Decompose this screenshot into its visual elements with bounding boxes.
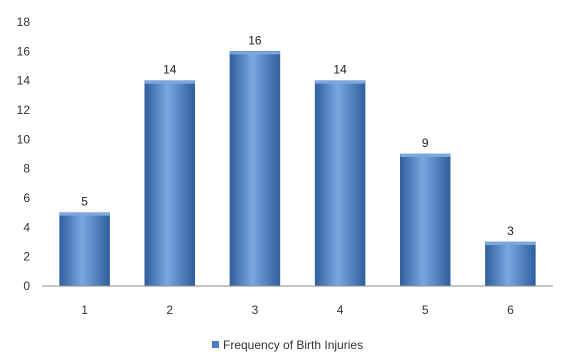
y-tick-label: 6 [23, 191, 30, 205]
bar-cap-1 [59, 212, 110, 216]
bar-2 [144, 80, 195, 287]
data-label-2: 14 [163, 63, 177, 77]
data-label-4: 14 [333, 63, 347, 77]
y-tick-label: 18 [17, 15, 31, 29]
bar-cap-4 [315, 80, 366, 84]
bar-6 [485, 241, 536, 287]
bar-cap-5 [400, 154, 451, 157]
data-label-1: 5 [81, 195, 88, 209]
legend-label: Frequency of Birth Injuries [223, 338, 363, 352]
y-tick-label: 14 [17, 74, 31, 88]
bar-3 [229, 51, 281, 287]
y-tick-label: 0 [23, 279, 30, 293]
x-tick-label-2: 2 [166, 303, 173, 317]
y-tick-label: 10 [17, 132, 31, 146]
bar-cap-2 [144, 80, 195, 84]
bar-5 [400, 153, 451, 287]
data-labels: 5 14 16 14 9 3 [81, 33, 514, 238]
x-tick-label-6: 6 [507, 303, 514, 317]
bar-1 [59, 212, 110, 287]
x-axis-ticks: 1 2 3 4 5 6 [81, 303, 514, 317]
y-tick-label: 4 [23, 220, 30, 234]
x-tick-label-4: 4 [337, 303, 344, 317]
legend: Frequency of Birth Injuries [212, 338, 363, 352]
data-label-5: 9 [422, 136, 429, 150]
data-label-6: 3 [507, 224, 514, 238]
data-label-3: 16 [248, 33, 262, 47]
x-tick-label-1: 1 [81, 303, 88, 317]
bar-cap-6 [485, 242, 536, 245]
y-tick-label: 8 [23, 162, 30, 176]
x-tick-label-5: 5 [422, 303, 429, 317]
bar-cap-3 [229, 51, 280, 55]
y-tick-label: 12 [17, 103, 31, 117]
bar-4 [314, 80, 366, 287]
y-tick-label: 16 [17, 44, 31, 58]
x-tick-label-3: 3 [252, 303, 259, 317]
y-tick-label: 2 [23, 250, 30, 264]
legend-swatch [212, 341, 219, 348]
bars [59, 51, 536, 287]
y-axis-ticks: 0 2 4 6 8 10 12 14 16 18 [17, 15, 31, 293]
